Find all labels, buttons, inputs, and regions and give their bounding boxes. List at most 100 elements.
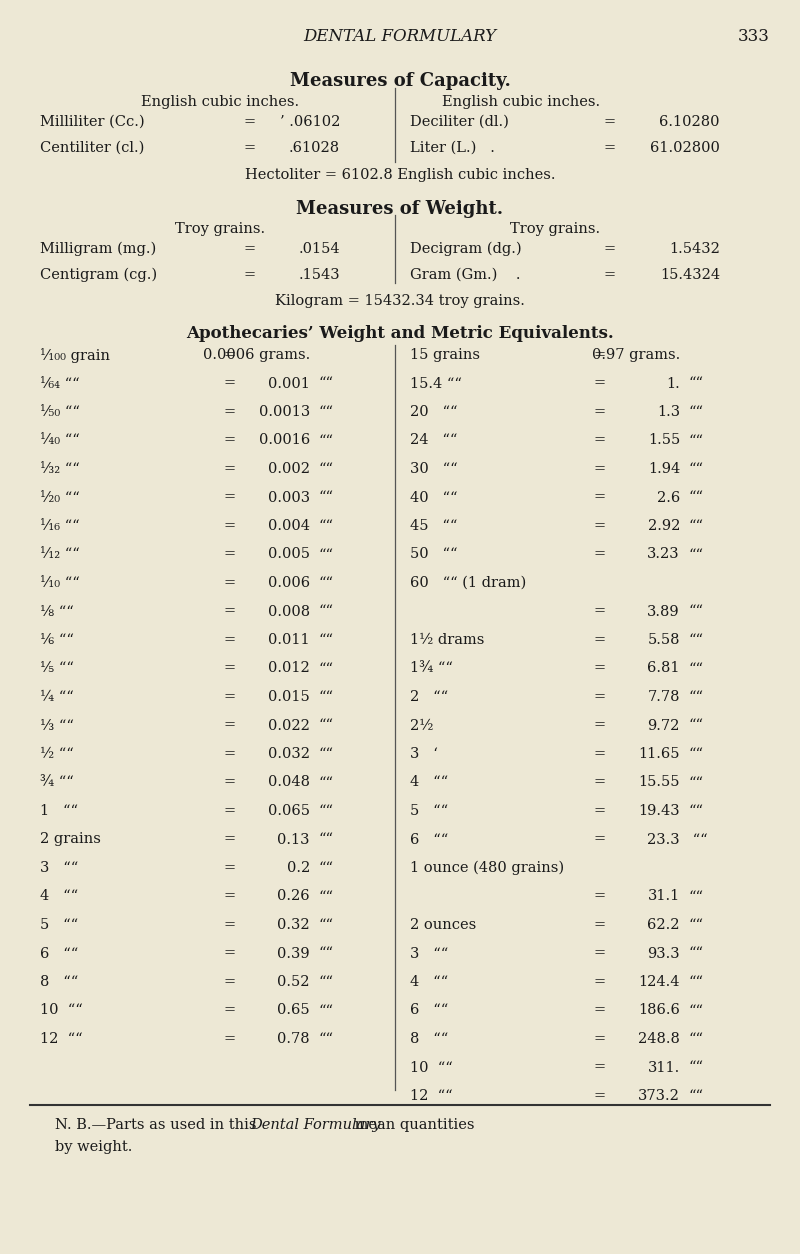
Text: =: = <box>224 376 236 390</box>
Text: ¹⁄₃₂ ““: ¹⁄₃₂ ““ <box>40 461 80 477</box>
Text: =: = <box>594 1003 606 1017</box>
Text: 6   ““: 6 ““ <box>40 947 78 961</box>
Text: 1¾ ““: 1¾ ““ <box>410 662 453 676</box>
Text: =: = <box>224 1003 236 1017</box>
Text: ¹⁄₁₀ ““: ¹⁄₁₀ ““ <box>40 576 80 589</box>
Text: ¹⁄₅₀ ““: ¹⁄₅₀ ““ <box>40 405 80 419</box>
Text: =: = <box>224 747 236 761</box>
Text: 0.015: 0.015 <box>268 690 310 703</box>
Text: 0.032: 0.032 <box>268 747 310 761</box>
Text: ““: ““ <box>318 804 333 818</box>
Text: 0.2: 0.2 <box>286 861 310 875</box>
Text: 2.6: 2.6 <box>657 490 680 504</box>
Text: Gram (Gm.)    .: Gram (Gm.) . <box>410 268 521 282</box>
Text: ½ ““: ½ ““ <box>40 747 74 761</box>
Text: Troy grains.: Troy grains. <box>175 222 265 236</box>
Text: ““: ““ <box>318 633 333 647</box>
Text: =: = <box>594 1032 606 1046</box>
Text: =: = <box>594 604 606 618</box>
Text: =: = <box>244 268 256 282</box>
Text: .1543: .1543 <box>298 268 340 282</box>
Text: 30   ““: 30 ““ <box>410 461 458 477</box>
Text: ¹⁄₁₆ ““: ¹⁄₁₆ ““ <box>40 519 80 533</box>
Text: ““: ““ <box>318 662 333 676</box>
Text: 31.1: 31.1 <box>648 889 680 903</box>
Text: =: = <box>224 861 236 875</box>
Text: 40   ““: 40 ““ <box>410 490 458 504</box>
Text: =: = <box>224 833 236 846</box>
Text: 23.3: 23.3 <box>647 833 680 846</box>
Text: ““: ““ <box>688 833 708 846</box>
Text: N. B.—Parts as used in this: N. B.—Parts as used in this <box>55 1119 261 1132</box>
Text: 0.0006 grams.: 0.0006 grams. <box>202 349 310 362</box>
Text: ’ .06102: ’ .06102 <box>280 115 340 129</box>
Text: 1½ drams: 1½ drams <box>410 633 484 647</box>
Text: =: = <box>594 1061 606 1075</box>
Text: 12  ““: 12 ““ <box>40 1032 82 1046</box>
Text: ¹⁄₆₄ ““: ¹⁄₆₄ ““ <box>40 376 80 390</box>
Text: 0.048: 0.048 <box>268 775 310 790</box>
Text: Centigram (cg.): Centigram (cg.) <box>40 268 157 282</box>
Text: 0.0013: 0.0013 <box>258 405 310 419</box>
Text: =: = <box>594 490 606 504</box>
Text: 15.4324: 15.4324 <box>660 268 720 282</box>
Text: 24   ““: 24 ““ <box>410 434 458 448</box>
Text: =: = <box>224 804 236 818</box>
Text: ““: ““ <box>688 1032 703 1046</box>
Text: ““: ““ <box>318 490 333 504</box>
Text: ““: ““ <box>688 376 703 390</box>
Text: ““: ““ <box>688 434 703 448</box>
Text: 6.81: 6.81 <box>647 662 680 676</box>
Text: ““: ““ <box>688 918 703 932</box>
Text: =: = <box>224 434 236 448</box>
Text: 6   ““: 6 ““ <box>410 833 448 846</box>
Text: ““: ““ <box>318 519 333 533</box>
Text: =: = <box>224 349 236 362</box>
Text: =: = <box>594 719 606 732</box>
Text: ““: ““ <box>318 376 333 390</box>
Text: Kilogram = 15432.34 troy grains.: Kilogram = 15432.34 troy grains. <box>275 293 525 308</box>
Text: ““: ““ <box>688 405 703 419</box>
Text: 0.52: 0.52 <box>278 976 310 989</box>
Text: Deciliter (dl.): Deciliter (dl.) <box>410 115 509 129</box>
Text: 0.065: 0.065 <box>268 804 310 818</box>
Text: 0.0016: 0.0016 <box>258 434 310 448</box>
Text: ““: ““ <box>318 1032 333 1046</box>
Text: =: = <box>594 947 606 961</box>
Text: =: = <box>594 548 606 562</box>
Text: 0.005: 0.005 <box>268 548 310 562</box>
Text: 1 ounce (480 grains): 1 ounce (480 grains) <box>410 861 564 875</box>
Text: 2.92: 2.92 <box>648 519 680 533</box>
Text: =: = <box>604 140 616 155</box>
Text: ““: ““ <box>688 775 703 790</box>
Text: 10  ““: 10 ““ <box>410 1061 453 1075</box>
Text: 0.32: 0.32 <box>278 918 310 932</box>
Text: ““: ““ <box>688 1061 703 1075</box>
Text: ““: ““ <box>318 861 333 875</box>
Text: =: = <box>244 140 256 155</box>
Text: 0.004: 0.004 <box>268 519 310 533</box>
Text: ““: ““ <box>318 548 333 562</box>
Text: .0154: .0154 <box>298 242 340 256</box>
Text: =: = <box>224 947 236 961</box>
Text: =: = <box>594 690 606 703</box>
Text: =: = <box>594 747 606 761</box>
Text: Measures of Capacity.: Measures of Capacity. <box>290 71 510 90</box>
Text: ““: ““ <box>318 1003 333 1017</box>
Text: ““: ““ <box>688 747 703 761</box>
Text: 8   ““: 8 ““ <box>410 1032 448 1046</box>
Text: =: = <box>224 604 236 618</box>
Text: ““: ““ <box>318 747 333 761</box>
Text: ““: ““ <box>688 1088 703 1104</box>
Text: Milliliter (Cc.): Milliliter (Cc.) <box>40 115 145 129</box>
Text: ¼ ““: ¼ ““ <box>40 690 74 703</box>
Text: ⅙ ““: ⅙ ““ <box>40 633 74 647</box>
Text: Centiliter (cl.): Centiliter (cl.) <box>40 140 144 155</box>
Text: =: = <box>244 242 256 256</box>
Text: 5   ““: 5 ““ <box>410 804 448 818</box>
Text: 2 ounces: 2 ounces <box>410 918 476 932</box>
Text: 3.23: 3.23 <box>647 548 680 562</box>
Text: =: = <box>594 376 606 390</box>
Text: 0.13: 0.13 <box>278 833 310 846</box>
Text: 9.72: 9.72 <box>648 719 680 732</box>
